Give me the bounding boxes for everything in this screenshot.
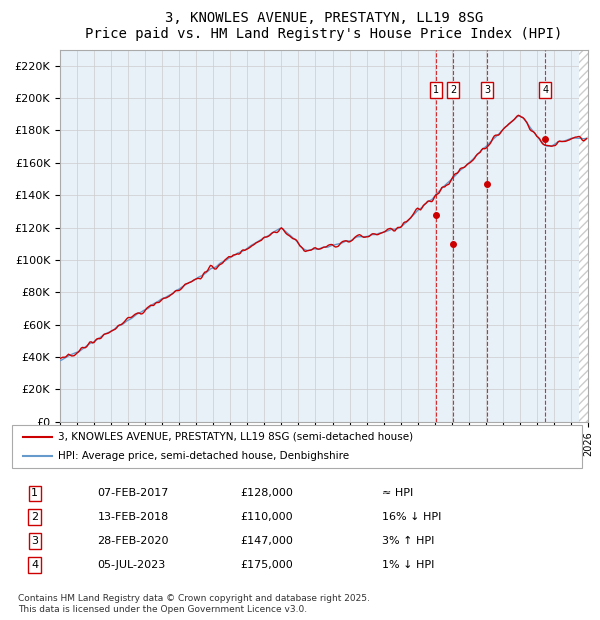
Text: 3, KNOWLES AVENUE, PRESTATYN, LL19 8SG (semi-detached house): 3, KNOWLES AVENUE, PRESTATYN, LL19 8SG (…: [58, 432, 413, 442]
Text: 4: 4: [31, 560, 38, 570]
Text: 3: 3: [484, 85, 490, 95]
Text: 2: 2: [31, 512, 38, 522]
Text: 1: 1: [31, 489, 38, 498]
Text: 3% ↑ HPI: 3% ↑ HPI: [383, 536, 435, 546]
Text: ≈ HPI: ≈ HPI: [383, 489, 414, 498]
Text: 4: 4: [542, 85, 548, 95]
Text: 3: 3: [31, 536, 38, 546]
Text: 2: 2: [450, 85, 456, 95]
Text: 1% ↓ HPI: 1% ↓ HPI: [383, 560, 435, 570]
Text: 13-FEB-2018: 13-FEB-2018: [97, 512, 169, 522]
Text: 07-FEB-2017: 07-FEB-2017: [97, 489, 169, 498]
Text: 05-JUL-2023: 05-JUL-2023: [97, 560, 166, 570]
Text: HPI: Average price, semi-detached house, Denbighshire: HPI: Average price, semi-detached house,…: [58, 451, 349, 461]
Text: 28-FEB-2020: 28-FEB-2020: [97, 536, 169, 546]
Text: 1: 1: [433, 85, 439, 95]
Title: 3, KNOWLES AVENUE, PRESTATYN, LL19 8SG
Price paid vs. HM Land Registry's House P: 3, KNOWLES AVENUE, PRESTATYN, LL19 8SG P…: [85, 11, 563, 42]
Text: Contains HM Land Registry data © Crown copyright and database right 2025.
This d: Contains HM Land Registry data © Crown c…: [18, 595, 370, 614]
Bar: [580, 50, 593, 422]
Text: £110,000: £110,000: [240, 512, 293, 522]
FancyBboxPatch shape: [12, 425, 582, 468]
Text: £147,000: £147,000: [240, 536, 293, 546]
Text: £175,000: £175,000: [240, 560, 293, 570]
Text: £128,000: £128,000: [240, 489, 293, 498]
Text: 16% ↓ HPI: 16% ↓ HPI: [383, 512, 442, 522]
